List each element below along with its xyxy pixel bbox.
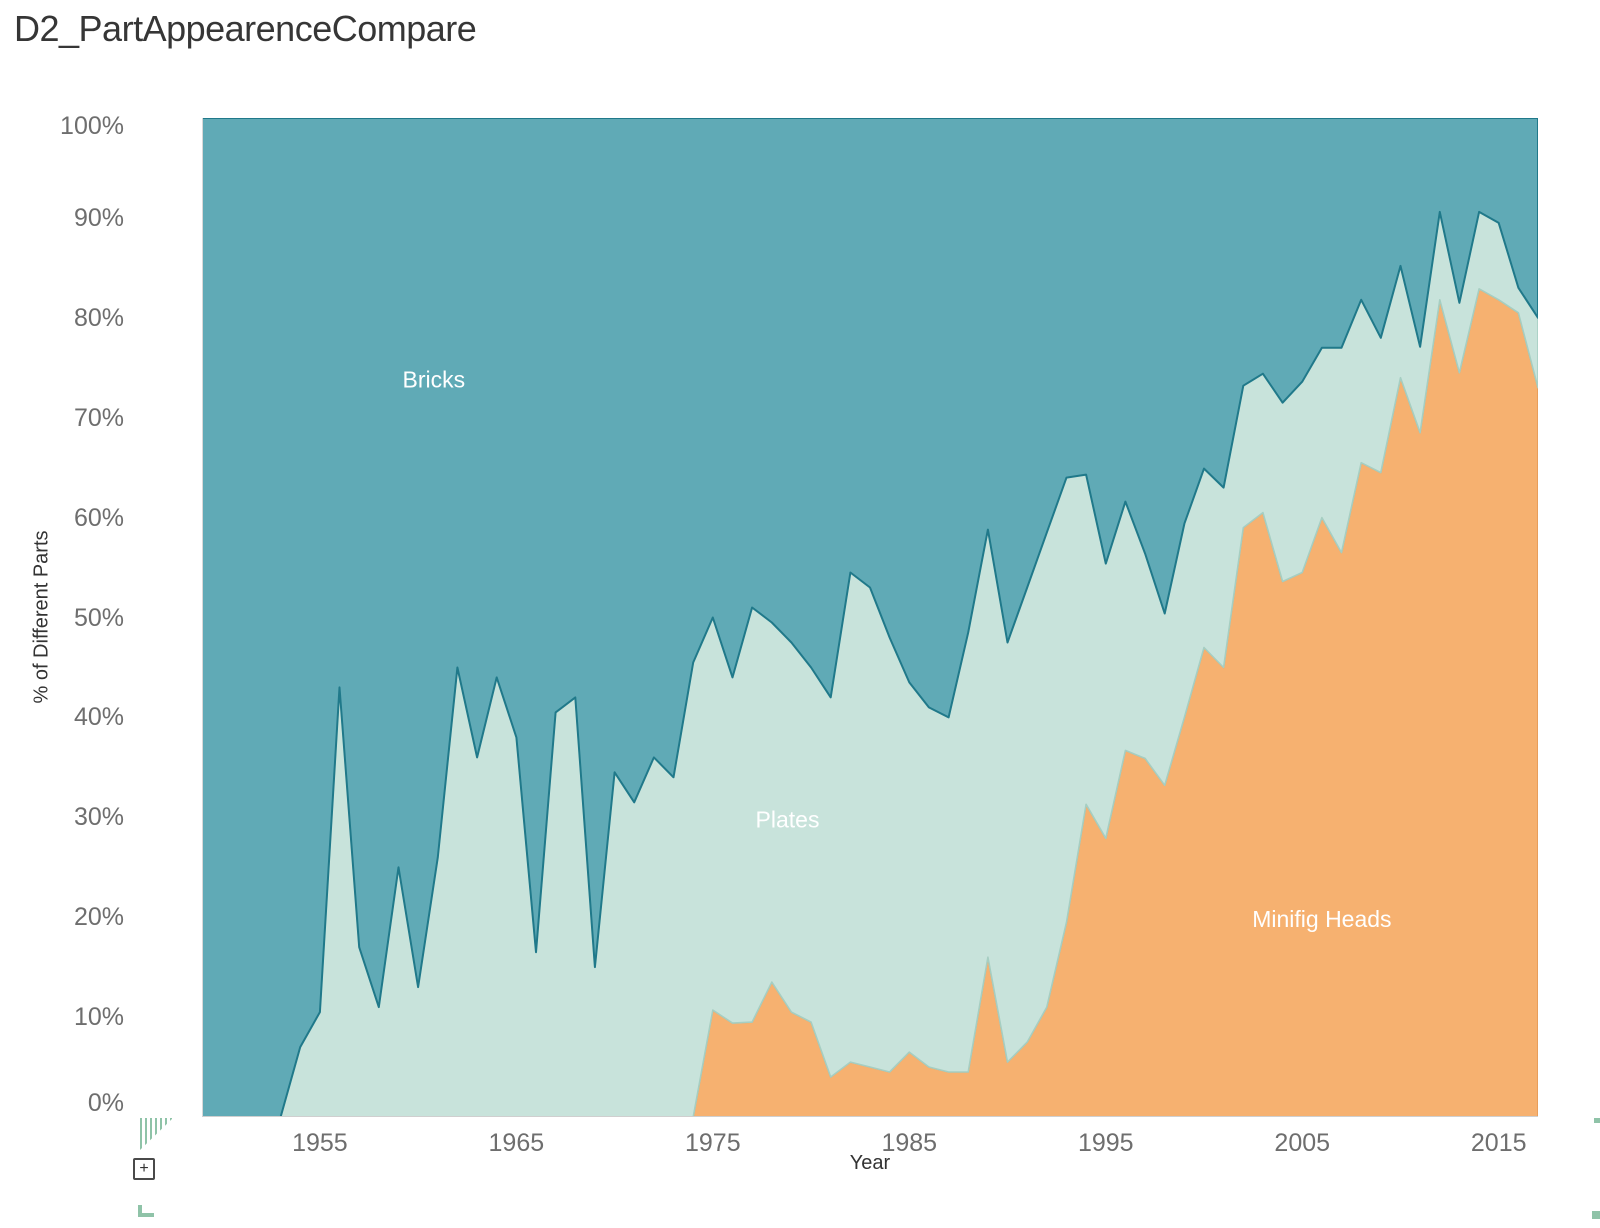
area-label-plates: Plates [756, 806, 820, 832]
area-label-bricks: Bricks [402, 367, 465, 393]
y-tick-label: 60% [73, 503, 124, 532]
x-tick-label: 1985 [881, 1129, 938, 1157]
x-axis-title: Year [849, 1152, 891, 1174]
x-tick-label: 1955 [292, 1129, 348, 1157]
x-tick-label: 1975 [685, 1129, 741, 1157]
edge-mark-icon [1594, 1118, 1600, 1123]
x-tick-label: 1995 [1077, 1129, 1134, 1157]
x-tick-label: 2015 [1470, 1129, 1527, 1157]
plus-icon: + [139, 1160, 149, 1177]
y-tick-label: 100% [60, 112, 124, 140]
plot-area: Bricks Plates Minifig Heads [202, 118, 1538, 1117]
hatched-triangle-icon [140, 1118, 173, 1150]
y-tick-label: 40% [73, 703, 124, 732]
y-tick-label: 20% [73, 903, 124, 932]
y-tick-label: 90% [73, 203, 124, 232]
x-tick-label: 2005 [1274, 1129, 1331, 1157]
area-bricks[interactable] [202, 118, 1538, 1117]
y-tick-label: 80% [73, 303, 124, 332]
edge-mark-icon [1592, 1211, 1600, 1219]
zoom-plus-button[interactable]: + [133, 1158, 155, 1180]
y-tick-label: 0% [87, 1089, 124, 1117]
corner-mark-icon [138, 1205, 154, 1217]
area-label-minifig-heads: Minifig Heads [1252, 906, 1391, 932]
stacked-area-chart: Bricks Plates Minifig Heads [202, 118, 1538, 1117]
y-tick-label: 30% [73, 803, 124, 832]
y-tick-label: 70% [73, 403, 124, 432]
y-tick-label: 10% [73, 1003, 124, 1032]
x-tick-label: 1965 [488, 1129, 545, 1157]
y-tick-label: 50% [73, 603, 124, 632]
sheet-title: D2_PartAppearenceCompare [14, 8, 477, 49]
